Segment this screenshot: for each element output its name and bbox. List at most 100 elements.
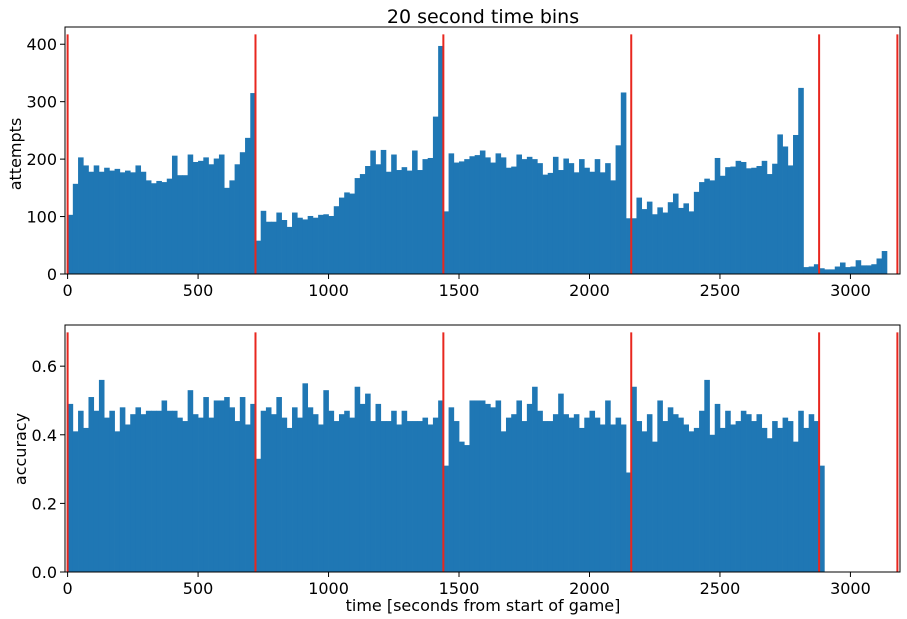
bar xyxy=(631,218,637,274)
bar xyxy=(432,417,439,573)
bar xyxy=(349,193,355,274)
bar xyxy=(338,414,345,572)
bar xyxy=(72,183,79,274)
bar xyxy=(599,424,606,572)
bar xyxy=(307,215,314,274)
bar xyxy=(657,207,663,274)
bar xyxy=(761,427,768,572)
bar xyxy=(479,400,486,572)
bar xyxy=(281,417,288,573)
bar xyxy=(406,421,413,572)
bar xyxy=(98,171,105,274)
bar xyxy=(354,178,361,274)
bar xyxy=(761,160,768,274)
bar xyxy=(271,414,277,572)
bar xyxy=(573,172,580,274)
bar xyxy=(746,168,752,274)
bar xyxy=(704,379,710,572)
bar xyxy=(151,410,157,572)
bar xyxy=(485,157,491,274)
bar xyxy=(292,407,298,572)
x-tick-label: 0 xyxy=(63,579,73,598)
bar xyxy=(88,397,95,572)
bar xyxy=(740,161,747,274)
bar xyxy=(777,134,783,274)
bar xyxy=(563,414,569,572)
bar xyxy=(135,165,142,274)
bar xyxy=(751,167,757,274)
bar xyxy=(876,258,883,274)
x-tick-label: 1500 xyxy=(439,281,480,300)
bar xyxy=(401,410,408,572)
bar xyxy=(396,424,402,572)
bar xyxy=(78,157,84,274)
bar xyxy=(166,410,173,572)
bar xyxy=(772,163,778,274)
x-tick-label: 2000 xyxy=(569,579,610,598)
bar xyxy=(813,264,820,274)
bar xyxy=(140,171,147,274)
bar xyxy=(265,407,272,572)
bar xyxy=(370,150,376,274)
bar xyxy=(218,154,225,274)
bar xyxy=(662,421,669,572)
bar xyxy=(688,211,695,274)
bar xyxy=(636,421,643,572)
bar xyxy=(239,152,246,274)
bar xyxy=(532,159,538,274)
bar xyxy=(672,193,679,274)
bar xyxy=(552,156,559,274)
bar xyxy=(218,400,225,572)
bar xyxy=(620,92,627,274)
bar xyxy=(135,407,142,572)
bar xyxy=(850,266,856,274)
bar xyxy=(344,192,350,274)
bar xyxy=(151,183,157,274)
bar xyxy=(725,410,731,572)
bar xyxy=(250,403,256,572)
axes-frame xyxy=(64,26,901,275)
bar xyxy=(464,159,470,274)
bar xyxy=(839,262,846,274)
bar xyxy=(83,427,89,572)
bar xyxy=(417,421,423,572)
bar xyxy=(365,166,371,274)
bar xyxy=(130,172,136,274)
bar xyxy=(652,214,658,274)
accuracy-axes: 0 500 1000 1500 2000 2500 3000 0.0 0.2 0.4 0.6 xyxy=(32,324,901,598)
y-axis-label-attempts: attempts xyxy=(6,118,25,191)
bar xyxy=(182,175,188,274)
y-tick-label: 0.4 xyxy=(32,426,57,445)
bar xyxy=(177,175,183,274)
bar xyxy=(276,397,282,572)
bar xyxy=(213,158,220,274)
bar xyxy=(620,424,627,572)
bar xyxy=(537,410,543,572)
bar xyxy=(610,180,616,274)
bar xyxy=(375,164,382,274)
bar xyxy=(192,414,199,572)
bar xyxy=(119,172,126,274)
bar xyxy=(93,165,100,274)
bar xyxy=(422,417,429,573)
bar xyxy=(208,164,215,274)
bar xyxy=(683,203,689,274)
bar xyxy=(474,400,481,572)
bar xyxy=(318,214,324,274)
bar xyxy=(626,218,632,274)
y-tick-label: 200 xyxy=(26,150,57,169)
bar xyxy=(636,197,643,274)
x-tick-label: 2500 xyxy=(700,281,741,300)
y-tick-label: 300 xyxy=(26,93,57,112)
bar xyxy=(782,417,789,573)
bar xyxy=(719,427,726,572)
bar xyxy=(526,156,533,274)
bar xyxy=(584,417,590,573)
bar xyxy=(683,424,689,572)
bar xyxy=(104,417,110,573)
bar xyxy=(161,182,168,274)
bar xyxy=(798,410,804,572)
x-tick-label: 1000 xyxy=(308,579,349,598)
bar xyxy=(125,170,131,274)
